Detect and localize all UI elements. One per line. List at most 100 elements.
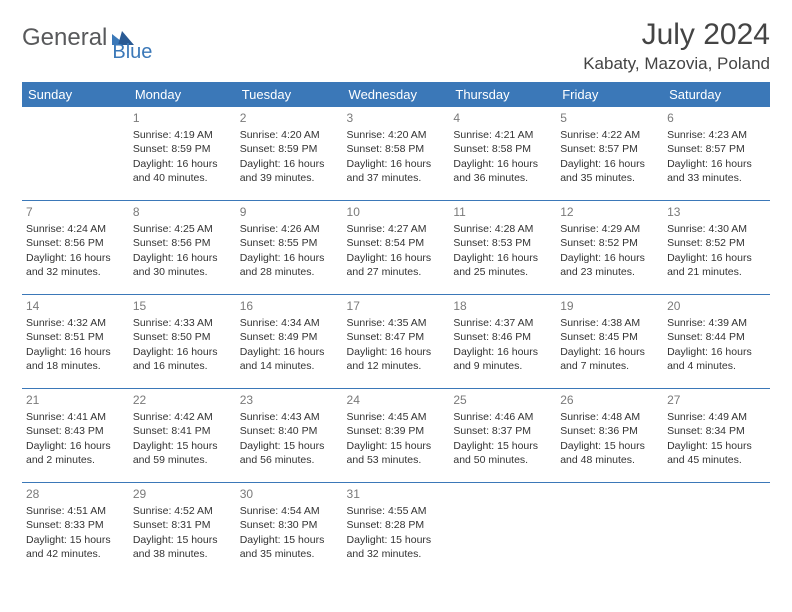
day-cell: 3Sunrise: 4:20 AMSunset: 8:58 PMDaylight… (343, 107, 450, 201)
daylight-text: Daylight: 15 hours and 32 minutes. (347, 533, 446, 561)
day-cell: 19Sunrise: 4:38 AMSunset: 8:45 PMDayligh… (556, 295, 663, 389)
weekday-header: Monday (129, 82, 236, 107)
sunset-text: Sunset: 8:57 PM (560, 142, 659, 156)
sunrise-text: Sunrise: 4:42 AM (133, 410, 232, 424)
day-number: 16 (240, 298, 339, 314)
daylight-text: Daylight: 16 hours and 9 minutes. (453, 345, 552, 373)
day-number: 4 (453, 110, 552, 126)
day-number: 11 (453, 204, 552, 220)
sunset-text: Sunset: 8:55 PM (240, 236, 339, 250)
sunrise-text: Sunrise: 4:24 AM (26, 222, 125, 236)
sunset-text: Sunset: 8:51 PM (26, 330, 125, 344)
sunset-text: Sunset: 8:41 PM (133, 424, 232, 438)
sunset-text: Sunset: 8:57 PM (667, 142, 766, 156)
day-cell: 30Sunrise: 4:54 AMSunset: 8:30 PMDayligh… (236, 483, 343, 577)
sunrise-text: Sunrise: 4:55 AM (347, 504, 446, 518)
day-number: 30 (240, 486, 339, 502)
day-cell: 22Sunrise: 4:42 AMSunset: 8:41 PMDayligh… (129, 389, 236, 483)
day-number: 24 (347, 392, 446, 408)
day-cell: 24Sunrise: 4:45 AMSunset: 8:39 PMDayligh… (343, 389, 450, 483)
day-cell: 21Sunrise: 4:41 AMSunset: 8:43 PMDayligh… (22, 389, 129, 483)
day-cell (663, 483, 770, 577)
day-number: 28 (26, 486, 125, 502)
daylight-text: Daylight: 15 hours and 45 minutes. (667, 439, 766, 467)
sunrise-text: Sunrise: 4:43 AM (240, 410, 339, 424)
daylight-text: Daylight: 16 hours and 28 minutes. (240, 251, 339, 279)
day-number: 8 (133, 204, 232, 220)
weekday-header: Tuesday (236, 82, 343, 107)
logo: General Blue (22, 18, 176, 52)
weekday-header: Friday (556, 82, 663, 107)
sunset-text: Sunset: 8:45 PM (560, 330, 659, 344)
daylight-text: Daylight: 16 hours and 14 minutes. (240, 345, 339, 373)
daylight-text: Daylight: 15 hours and 53 minutes. (347, 439, 446, 467)
weekday-header: Saturday (663, 82, 770, 107)
day-cell (556, 483, 663, 577)
day-number: 12 (560, 204, 659, 220)
day-cell: 7Sunrise: 4:24 AMSunset: 8:56 PMDaylight… (22, 201, 129, 295)
daylight-text: Daylight: 16 hours and 30 minutes. (133, 251, 232, 279)
sunset-text: Sunset: 8:59 PM (133, 142, 232, 156)
location-label: Kabaty, Mazovia, Poland (583, 54, 770, 74)
week-row: 7Sunrise: 4:24 AMSunset: 8:56 PMDaylight… (22, 201, 770, 295)
day-number: 23 (240, 392, 339, 408)
daylight-text: Daylight: 16 hours and 32 minutes. (26, 251, 125, 279)
sunrise-text: Sunrise: 4:37 AM (453, 316, 552, 330)
sunrise-text: Sunrise: 4:35 AM (347, 316, 446, 330)
sunrise-text: Sunrise: 4:19 AM (133, 128, 232, 142)
day-cell: 25Sunrise: 4:46 AMSunset: 8:37 PMDayligh… (449, 389, 556, 483)
daylight-text: Daylight: 16 hours and 21 minutes. (667, 251, 766, 279)
day-number: 10 (347, 204, 446, 220)
sunrise-text: Sunrise: 4:34 AM (240, 316, 339, 330)
sunrise-text: Sunrise: 4:45 AM (347, 410, 446, 424)
daylight-text: Daylight: 16 hours and 33 minutes. (667, 157, 766, 185)
sunset-text: Sunset: 8:52 PM (560, 236, 659, 250)
day-number: 20 (667, 298, 766, 314)
daylight-text: Daylight: 16 hours and 40 minutes. (133, 157, 232, 185)
sunset-text: Sunset: 8:50 PM (133, 330, 232, 344)
sunset-text: Sunset: 8:36 PM (560, 424, 659, 438)
day-number: 18 (453, 298, 552, 314)
sunrise-text: Sunrise: 4:20 AM (240, 128, 339, 142)
page-header: General Blue July 2024 Kabaty, Mazovia, … (22, 18, 770, 74)
sunrise-text: Sunrise: 4:52 AM (133, 504, 232, 518)
sunset-text: Sunset: 8:58 PM (347, 142, 446, 156)
sunrise-text: Sunrise: 4:39 AM (667, 316, 766, 330)
day-number: 26 (560, 392, 659, 408)
sunset-text: Sunset: 8:44 PM (667, 330, 766, 344)
day-cell (449, 483, 556, 577)
day-number: 13 (667, 204, 766, 220)
day-number: 19 (560, 298, 659, 314)
weekday-header: Sunday (22, 82, 129, 107)
day-number: 6 (667, 110, 766, 126)
day-cell: 26Sunrise: 4:48 AMSunset: 8:36 PMDayligh… (556, 389, 663, 483)
sunset-text: Sunset: 8:56 PM (26, 236, 125, 250)
daylight-text: Daylight: 15 hours and 38 minutes. (133, 533, 232, 561)
day-cell: 9Sunrise: 4:26 AMSunset: 8:55 PMDaylight… (236, 201, 343, 295)
sunrise-text: Sunrise: 4:29 AM (560, 222, 659, 236)
daylight-text: Daylight: 16 hours and 2 minutes. (26, 439, 125, 467)
day-cell: 20Sunrise: 4:39 AMSunset: 8:44 PMDayligh… (663, 295, 770, 389)
day-cell: 13Sunrise: 4:30 AMSunset: 8:52 PMDayligh… (663, 201, 770, 295)
week-row: 21Sunrise: 4:41 AMSunset: 8:43 PMDayligh… (22, 389, 770, 483)
logo-text-blue: Blue (112, 41, 152, 64)
sunrise-text: Sunrise: 4:27 AM (347, 222, 446, 236)
daylight-text: Daylight: 16 hours and 37 minutes. (347, 157, 446, 185)
sunrise-text: Sunrise: 4:32 AM (26, 316, 125, 330)
sunset-text: Sunset: 8:31 PM (133, 518, 232, 532)
sunset-text: Sunset: 8:30 PM (240, 518, 339, 532)
daylight-text: Daylight: 16 hours and 18 minutes. (26, 345, 125, 373)
day-cell: 27Sunrise: 4:49 AMSunset: 8:34 PMDayligh… (663, 389, 770, 483)
sunrise-text: Sunrise: 4:38 AM (560, 316, 659, 330)
sunset-text: Sunset: 8:37 PM (453, 424, 552, 438)
day-cell: 4Sunrise: 4:21 AMSunset: 8:58 PMDaylight… (449, 107, 556, 201)
day-number: 27 (667, 392, 766, 408)
day-cell: 10Sunrise: 4:27 AMSunset: 8:54 PMDayligh… (343, 201, 450, 295)
day-cell: 29Sunrise: 4:52 AMSunset: 8:31 PMDayligh… (129, 483, 236, 577)
day-cell (22, 107, 129, 201)
day-number: 17 (347, 298, 446, 314)
day-cell: 12Sunrise: 4:29 AMSunset: 8:52 PMDayligh… (556, 201, 663, 295)
month-title: July 2024 (583, 18, 770, 52)
daylight-text: Daylight: 15 hours and 48 minutes. (560, 439, 659, 467)
daylight-text: Daylight: 15 hours and 59 minutes. (133, 439, 232, 467)
